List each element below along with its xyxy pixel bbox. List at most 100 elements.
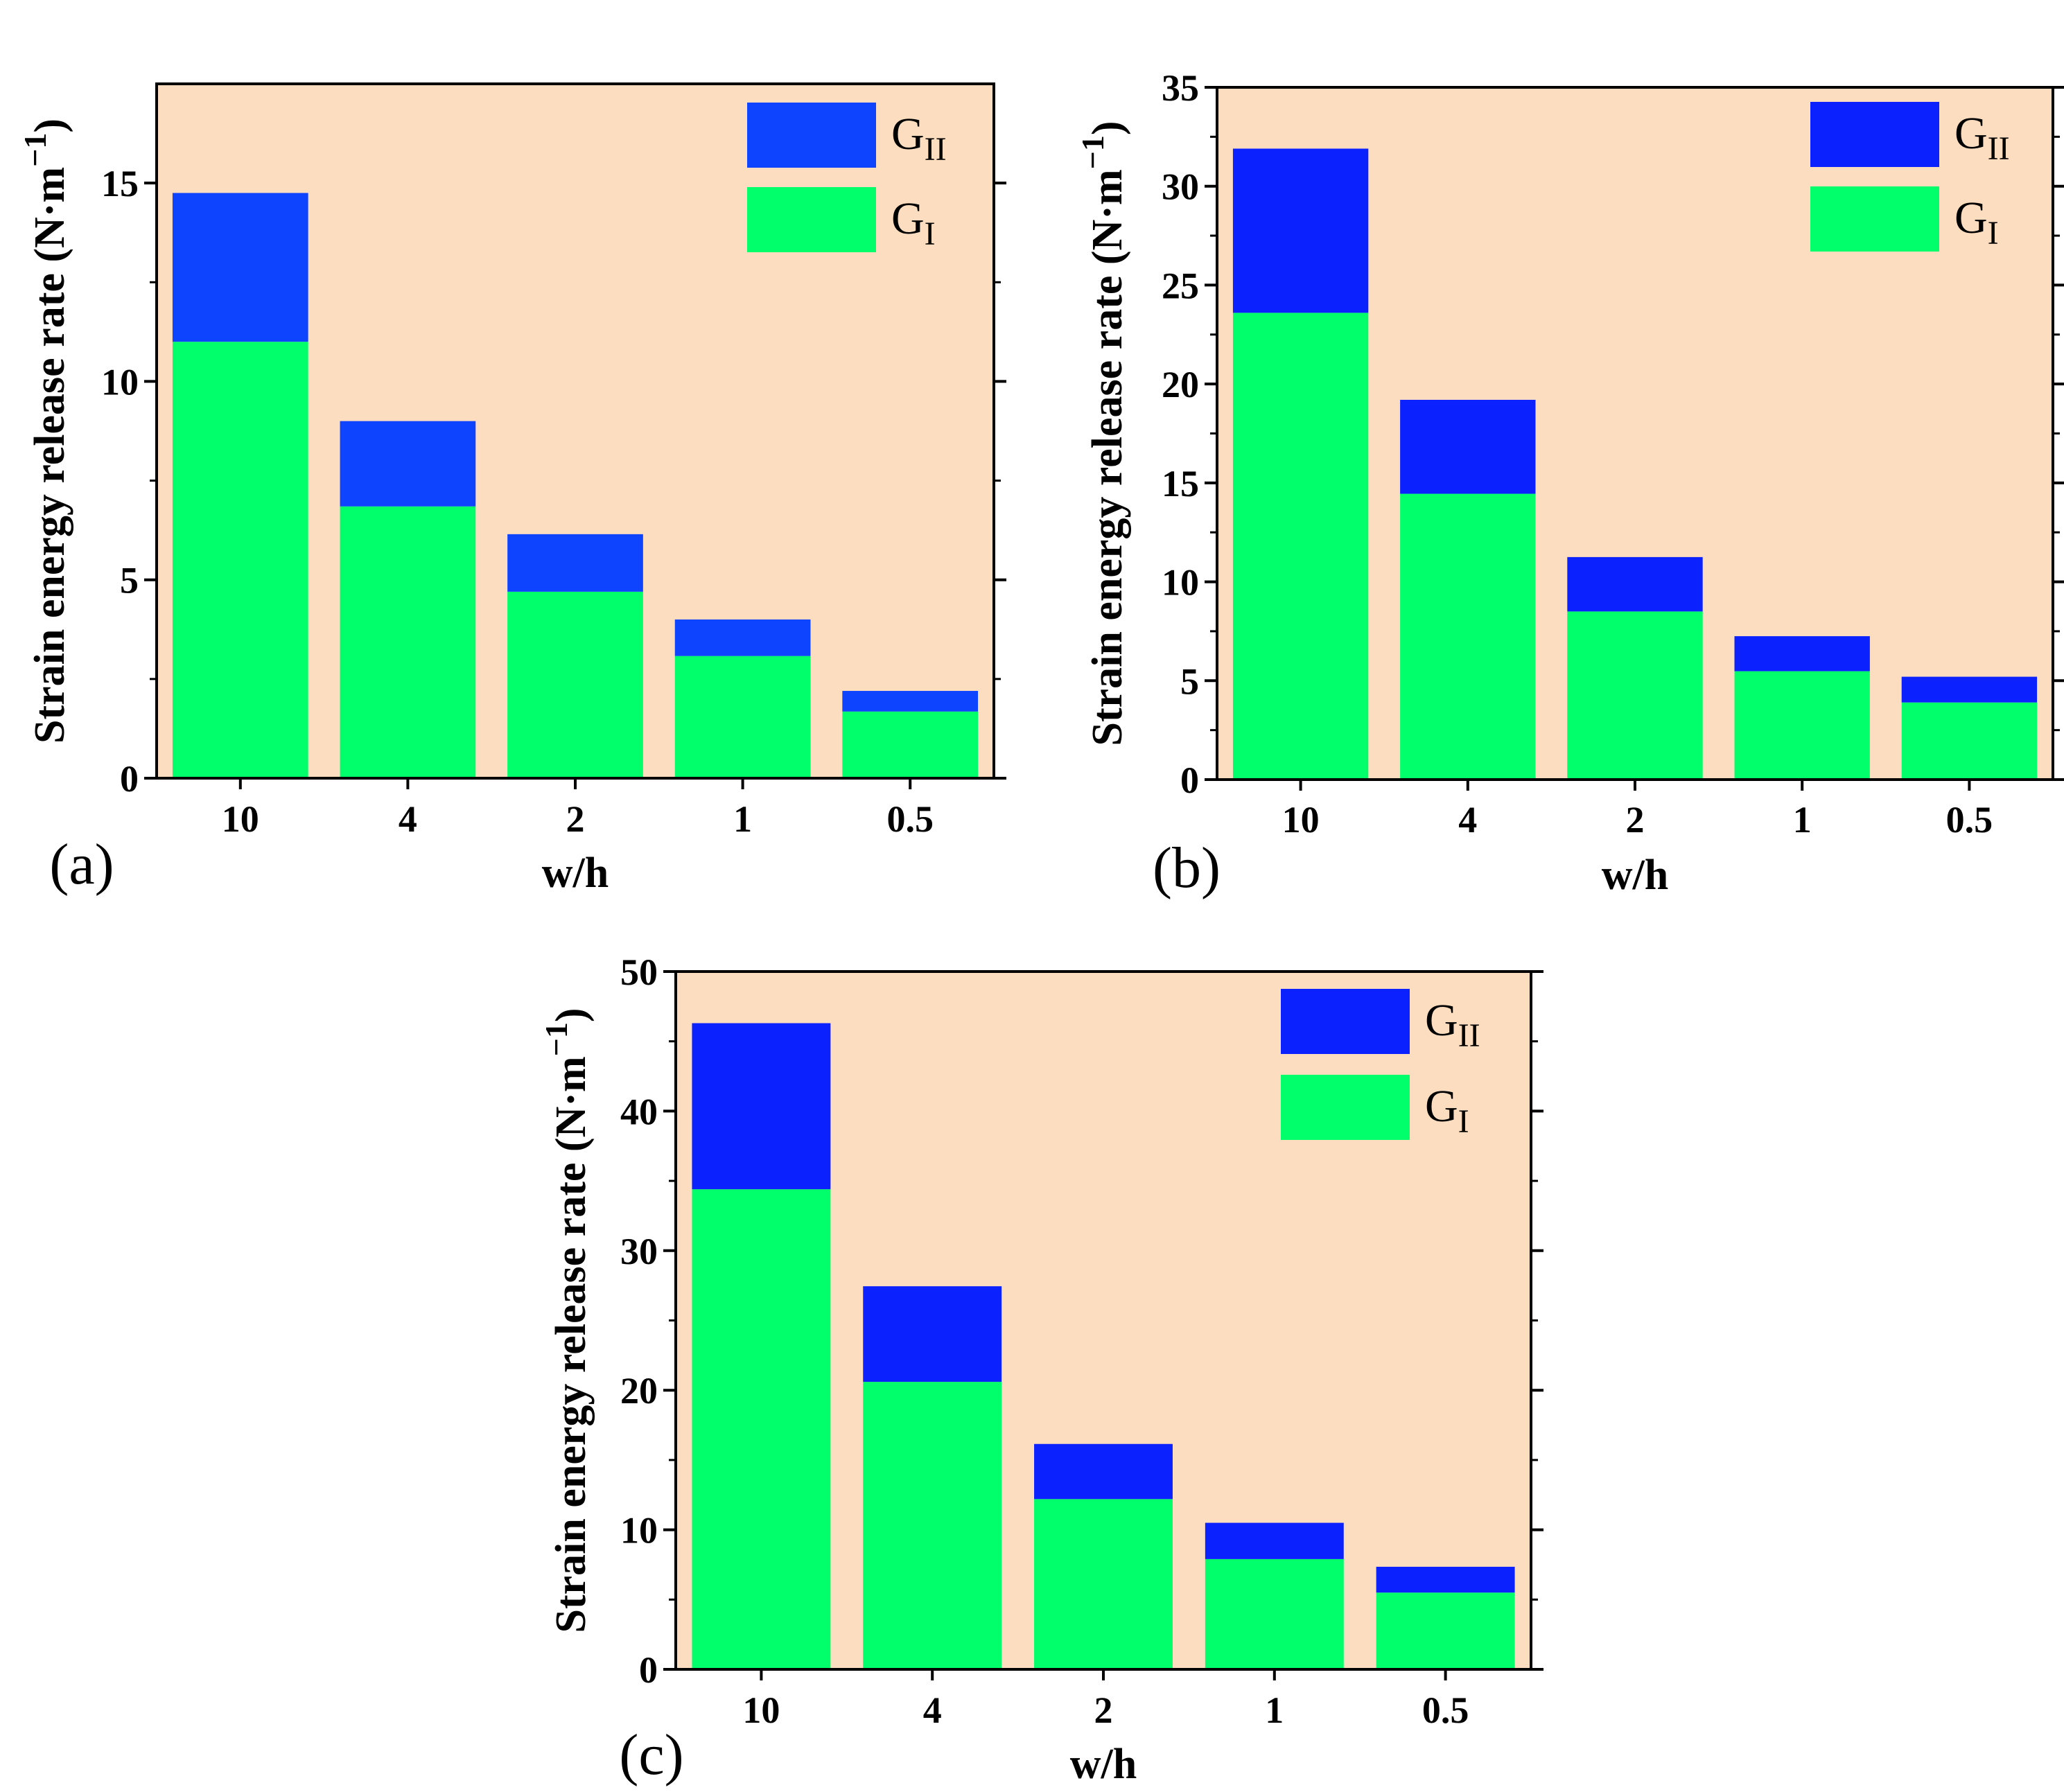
y-tick-label: 15 — [101, 163, 139, 204]
bar-gi-10 — [1232, 313, 1369, 780]
bar-gi-1 — [674, 656, 811, 778]
bar-gii-4 — [1400, 399, 1536, 494]
panel-label: (b) — [1153, 836, 1221, 900]
y-axis-title: Strain energy release rate (N·m−1) — [17, 118, 73, 744]
x-tick-label: 4 — [923, 1689, 942, 1731]
x-axis-title: w/h — [542, 850, 609, 897]
x-tick-label: 2 — [566, 798, 585, 840]
y-axis-unit: (N·m — [548, 1056, 595, 1152]
x-tick-label: 0.5 — [1946, 799, 1993, 841]
legend-swatch-gi — [747, 187, 876, 252]
legend-swatch-gii — [1810, 102, 1939, 167]
bar-gi-0.5 — [1901, 702, 2038, 780]
y-tick-label: 30 — [1162, 166, 1199, 208]
plot-frame — [155, 82, 995, 780]
y-tick-label: 30 — [620, 1231, 658, 1272]
legend-swatch-gii — [1281, 989, 1410, 1054]
y-tick-label: 0 — [639, 1649, 658, 1691]
x-tick-label: 10 — [742, 1689, 780, 1731]
legend-label-gi: GI — [1954, 193, 1999, 252]
x-tick-label: 4 — [399, 798, 417, 840]
panel-label: (c) — [619, 1723, 683, 1787]
x-tick-label: 2 — [1094, 1689, 1113, 1731]
x-tick-label: 10 — [222, 798, 259, 840]
plot-frame — [674, 970, 1532, 1671]
bar-gii-2 — [1034, 1443, 1173, 1500]
y-tick-label: 20 — [620, 1370, 658, 1412]
x-tick-label: 0.5 — [1422, 1689, 1469, 1731]
x-tick-label: 1 — [1265, 1689, 1284, 1731]
y-tick-label: 25 — [1162, 265, 1199, 306]
bar-gi-1 — [1734, 671, 1870, 780]
bar-gi-10 — [692, 1189, 831, 1669]
bar-gii-1 — [1734, 636, 1870, 671]
bar-gii-0.5 — [1376, 1566, 1515, 1593]
y-tick-label: 40 — [620, 1091, 658, 1132]
bar-gi-2 — [507, 591, 643, 778]
y-tick-label: 10 — [101, 361, 139, 403]
y-axis-unit: (N·m — [1084, 169, 1131, 265]
y-tick-label: 10 — [1162, 562, 1199, 604]
y-axis-unit-exponent: −1 — [1075, 135, 1110, 169]
x-axis-title: w/h — [1602, 852, 1668, 899]
bar-gii-0.5 — [842, 691, 979, 712]
y-axis-title: Strain energy release rate (N·m−1) — [1075, 121, 1131, 746]
legend-label-base: G — [1954, 108, 1988, 159]
bar-gii-0.5 — [1901, 676, 2038, 703]
legend-label-base: G — [1425, 1081, 1458, 1132]
legend-label-subscript: II — [925, 131, 947, 168]
legend-label-gii: GII — [1425, 995, 1480, 1054]
bar-gi-4 — [863, 1382, 1002, 1669]
y-axis-unit-close: ) — [26, 118, 73, 133]
x-tick-label: 0.5 — [886, 798, 934, 840]
legend-label-base: G — [1954, 193, 1988, 243]
legend-label-base: G — [891, 193, 925, 244]
y-tick-label: 35 — [1162, 67, 1199, 109]
y-axis-title-text: Strain energy release rate — [1084, 265, 1131, 746]
legend-label-gi: GI — [891, 193, 936, 252]
bar-gii-4 — [863, 1286, 1002, 1382]
bar-gii-10 — [692, 1023, 831, 1190]
x-tick-label: 1 — [1793, 799, 1812, 841]
bar-gi-10 — [172, 342, 308, 779]
panel-label: (a) — [49, 832, 114, 897]
legend-label-gii: GII — [1954, 108, 2010, 167]
y-axis-title: Strain energy release rate (N·m−1) — [539, 1008, 595, 1633]
y-axis-title-text: Strain energy release rate — [26, 263, 73, 744]
y-tick-label: 50 — [620, 951, 658, 993]
chart-panel-a: 10 4 2 1 0.5 0 5 10 15 Strain energy release rate… — [17, 82, 1006, 897]
bar-gi-1 — [1205, 1558, 1344, 1669]
legend-label-base: G — [1425, 995, 1458, 1046]
legend-label-gii: GII — [891, 109, 947, 168]
x-tick-label: 1 — [733, 798, 752, 840]
bar-gi-4 — [1400, 493, 1536, 780]
x-tick-label: 10 — [1282, 799, 1320, 841]
chart-panel-c: 10 4 2 1 0.5 0 10 20 30 40 50 Strain energy release… — [539, 951, 1543, 1788]
y-axis-unit-close: ) — [1084, 121, 1131, 135]
y-tick-label: 0 — [1180, 759, 1199, 801]
bar-gii-1 — [674, 619, 811, 656]
y-axis-unit-close: ) — [548, 1008, 595, 1022]
y-axis-title-text: Strain energy release rate — [548, 1152, 595, 1633]
y-tick-label: 5 — [120, 560, 139, 601]
y-tick-label: 20 — [1162, 364, 1199, 405]
legend-label-subscript: I — [1458, 1103, 1469, 1140]
legend-label-subscript: II — [1988, 130, 2010, 167]
y-tick-label: 10 — [620, 1510, 658, 1552]
bar-gii-1 — [1205, 1522, 1344, 1559]
bar-gi-0.5 — [842, 711, 979, 778]
y-axis-unit-exponent: −1 — [539, 1022, 574, 1056]
y-tick-label: 15 — [1162, 463, 1199, 504]
y-axis-unit-exponent: −1 — [17, 133, 53, 167]
bar-gi-4 — [340, 506, 476, 778]
bar-gi-2 — [1567, 611, 1703, 780]
legend-swatch-gi — [1281, 1075, 1410, 1140]
legend-label-base: G — [891, 109, 925, 159]
legend-label-subscript: II — [1458, 1017, 1480, 1054]
x-tick-label: 4 — [1458, 799, 1477, 841]
y-tick-label: 0 — [120, 758, 139, 800]
x-tick-label: 2 — [1626, 799, 1645, 841]
bar-gi-2 — [1034, 1499, 1173, 1669]
legend-label-subscript: I — [925, 216, 936, 252]
